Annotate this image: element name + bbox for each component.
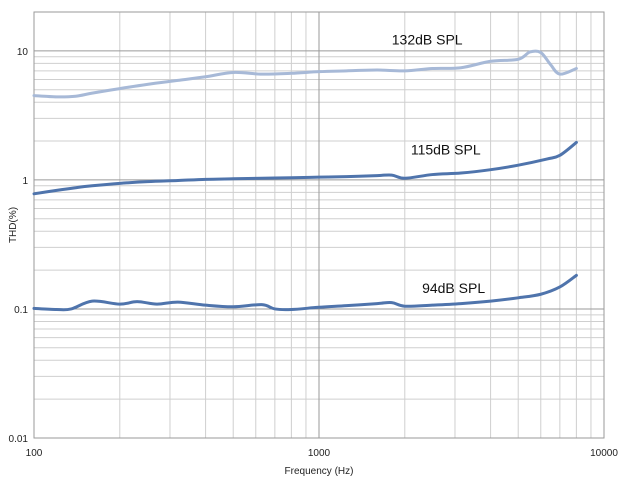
y-tick-label: 1 [22,176,28,187]
series-label-132db-spl: 132dB SPL [392,31,463,47]
series-line-132db-spl [32,49,578,99]
x-tick-label: 100 [26,448,43,459]
series-line-94db-spl [32,273,578,312]
series-line-115db-spl [32,140,578,196]
series-layer [32,49,578,312]
x-tick-label: 10000 [590,448,618,459]
series-label-115db-spl: 115dB SPL [411,142,481,158]
plot-area-frame [33,11,605,439]
y-tick-label: 0.1 [14,305,28,316]
y-axis-ticks: 0.01 0.1 1 10 [9,47,29,445]
annotations: 132dB SPL 115dB SPL 94dB SPL [392,31,486,295]
series-label-94db-spl: 94dB SPL [422,280,485,296]
y-tick-label: 0.01 [9,434,29,445]
y-axis-title: THD(%) [8,207,19,243]
y-tick-label: 10 [17,47,29,58]
x-axis-ticks: 100 1000 10000 [26,448,619,459]
x-axis-title: Frequency (Hz) [285,466,354,477]
x-tick-label: 1000 [308,448,331,459]
